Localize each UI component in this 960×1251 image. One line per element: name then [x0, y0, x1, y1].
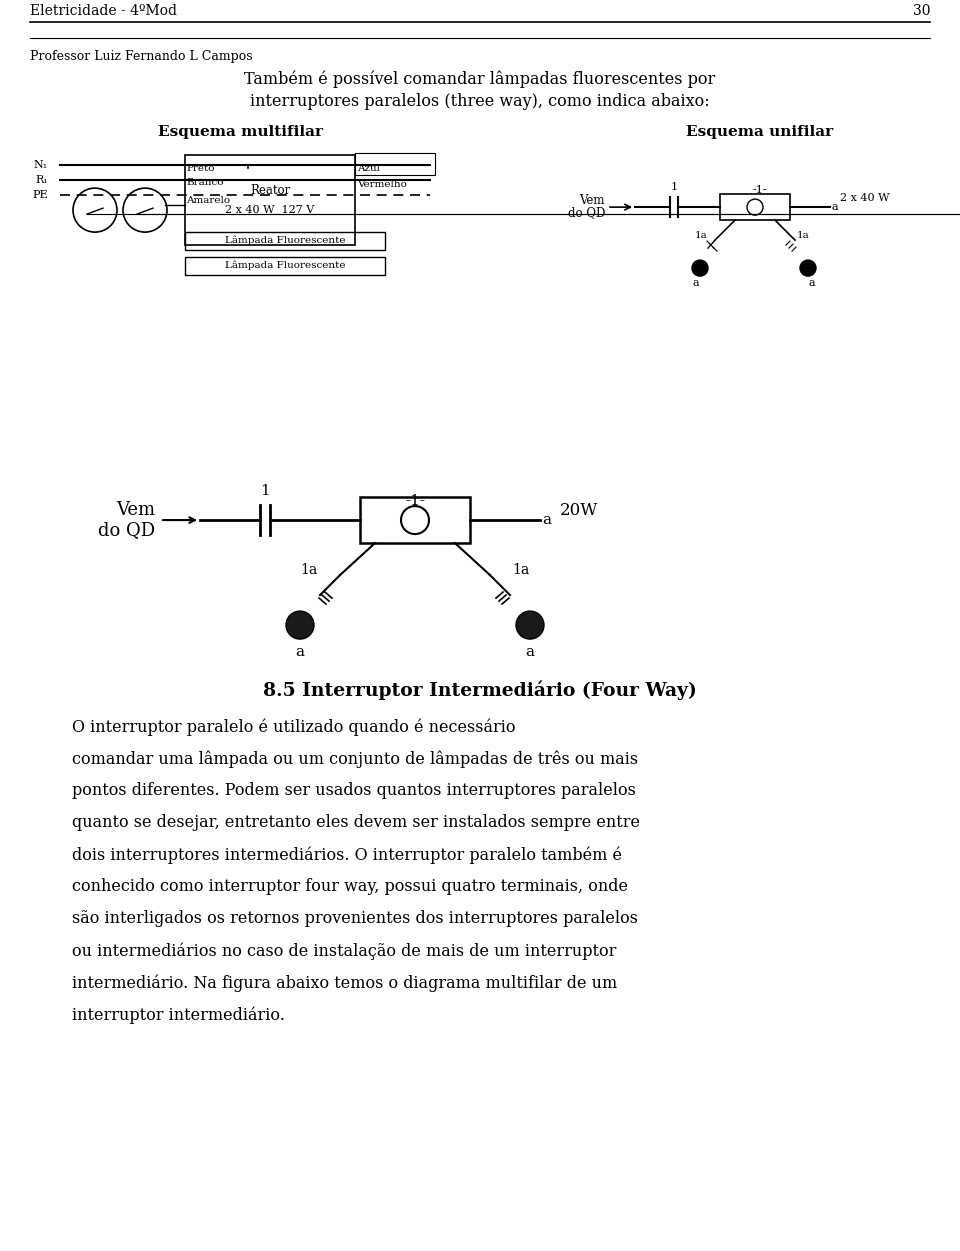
- Text: Vermelho: Vermelho: [357, 180, 407, 189]
- Circle shape: [800, 260, 816, 276]
- Text: 1a: 1a: [300, 563, 318, 577]
- Text: 1a: 1a: [512, 563, 529, 577]
- Text: Reator: Reator: [250, 184, 290, 196]
- Text: a: a: [296, 646, 304, 659]
- Text: Eletricidade - 4ºMod: Eletricidade - 4ºMod: [30, 4, 177, 18]
- Text: 2 x 40 W  127 V: 2 x 40 W 127 V: [226, 205, 315, 215]
- Bar: [185, 233, 385, 250]
- Text: -1-: -1-: [405, 494, 425, 508]
- Bar: [355, 153, 435, 175]
- Text: a: a: [832, 203, 839, 213]
- Circle shape: [286, 610, 314, 639]
- Text: N₁: N₁: [34, 160, 48, 170]
- Text: interruptores paralelos (three way), como indica abaixo:: interruptores paralelos (three way), com…: [251, 93, 709, 110]
- Text: 1a: 1a: [797, 230, 809, 240]
- Text: Azul: Azul: [357, 164, 380, 173]
- Text: pontos diferentes. Podem ser usados quantos interruptores paralelos: pontos diferentes. Podem ser usados quan…: [72, 782, 636, 799]
- Text: Também é possível comandar lâmpadas fluorescentes por: Também é possível comandar lâmpadas fluo…: [245, 70, 715, 88]
- Text: PE: PE: [33, 190, 48, 200]
- Text: Esquema multifilar: Esquema multifilar: [157, 125, 323, 139]
- Text: ou intermediários no caso de instalação de mais de um interruptor: ou intermediários no caso de instalação …: [72, 942, 616, 960]
- Text: são interligados os retornos provenientes dos interruptores paralelos: são interligados os retornos proveniente…: [72, 909, 638, 927]
- Text: do QD: do QD: [98, 522, 155, 539]
- Text: intermediário. Na figura abaixo temos o diagrama multifilar de um: intermediário. Na figura abaixo temos o …: [72, 975, 617, 992]
- Text: conhecido como interruptor four way, possui quatro terminais, onde: conhecido como interruptor four way, pos…: [72, 878, 628, 894]
- Text: quanto se desejar, entretanto eles devem ser instalados sempre entre: quanto se desejar, entretanto eles devem…: [72, 814, 640, 831]
- Text: Lâmpada Fluorescente: Lâmpada Fluorescente: [225, 260, 346, 270]
- Text: a: a: [542, 513, 551, 527]
- Text: a: a: [808, 278, 815, 288]
- Text: R₁: R₁: [36, 175, 48, 185]
- Text: Vem: Vem: [580, 194, 605, 206]
- Text: -1-: -1-: [753, 185, 767, 195]
- Circle shape: [516, 610, 544, 639]
- Text: 2 x 40 W: 2 x 40 W: [840, 193, 890, 203]
- Text: Lâmpada Fluorescente: Lâmpada Fluorescente: [225, 235, 346, 245]
- Text: Esquema unifilar: Esquema unifilar: [686, 125, 833, 139]
- Text: 8.5 Interruptor Intermediário (Four Way): 8.5 Interruptor Intermediário (Four Way): [263, 681, 697, 699]
- Text: a: a: [525, 646, 535, 659]
- Text: do QD: do QD: [567, 206, 605, 220]
- Text: 1: 1: [670, 183, 678, 193]
- Bar: [720, 194, 790, 220]
- Text: Preto: Preto: [186, 164, 214, 173]
- Bar: [185, 155, 355, 245]
- Text: Vem: Vem: [116, 502, 155, 519]
- Text: comandar uma lâmpada ou um conjunto de lâmpadas de três ou mais: comandar uma lâmpada ou um conjunto de l…: [72, 751, 638, 768]
- Text: a: a: [693, 278, 699, 288]
- Text: 30: 30: [913, 4, 930, 18]
- Text: 1: 1: [260, 484, 270, 498]
- Text: Professor Luiz Fernando L Campos: Professor Luiz Fernando L Campos: [30, 50, 252, 63]
- Bar: [360, 497, 470, 543]
- Text: dois interruptores intermediários. O interruptor paralelo também é: dois interruptores intermediários. O int…: [72, 846, 622, 863]
- Text: 20W: 20W: [560, 502, 598, 519]
- Text: Amarelo: Amarelo: [186, 195, 230, 205]
- Text: O interruptor paralelo é utilizado quando é necessário: O interruptor paralelo é utilizado quand…: [72, 718, 516, 736]
- Text: Branco: Branco: [186, 178, 224, 186]
- Circle shape: [692, 260, 708, 276]
- Bar: [185, 258, 385, 275]
- Text: interruptor intermediário.: interruptor intermediário.: [72, 1006, 285, 1023]
- Text: 1a: 1a: [695, 230, 708, 240]
